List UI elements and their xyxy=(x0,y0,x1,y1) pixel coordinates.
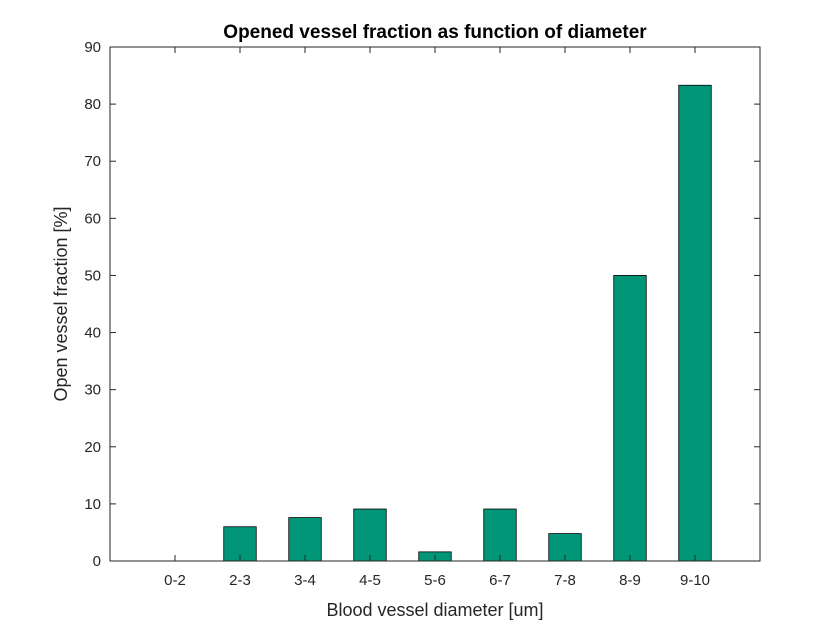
y-tick-label: 20 xyxy=(84,439,101,456)
x-tick-label: 2-3 xyxy=(229,572,251,589)
bar-8-9 xyxy=(613,275,647,562)
x-tick-label: 5-6 xyxy=(424,572,446,589)
x-axis-ticks: 0-2 2-3 3-4 4-5 5-6 6-7 7-8 8-9 9-10 xyxy=(164,47,710,589)
axes-box xyxy=(109,46,761,562)
y-axis-label: Open vessel fraction [%] xyxy=(51,206,71,401)
y-tick-label: 80 xyxy=(84,96,101,113)
x-tick-label: 4-5 xyxy=(359,572,381,589)
y-tick-label: 40 xyxy=(84,325,101,342)
y-tick-label: 70 xyxy=(84,153,101,170)
y-axis-ticks: 0 10 20 30 40 50 60 70 80 90 xyxy=(84,39,760,570)
x-axis-label: Blood vessel diameter [um] xyxy=(326,600,543,620)
y-tick-label: 0 xyxy=(93,553,101,570)
bar-9-10 xyxy=(678,84,712,562)
bar-3-4 xyxy=(288,517,322,562)
y-tick-label: 90 xyxy=(84,39,101,56)
plot-area: 0 10 20 30 40 50 60 70 80 90 0-2 2-3 3-4 4-5 5-6 6-7 7-… xyxy=(84,39,761,589)
y-tick-label: 60 xyxy=(84,210,101,227)
bar-4-5 xyxy=(353,508,387,562)
x-tick-label: 0-2 xyxy=(164,572,186,589)
y-tick-label: 50 xyxy=(84,267,101,284)
y-tick-label: 10 xyxy=(84,496,101,513)
y-tick-label: 30 xyxy=(84,382,101,399)
x-tick-label: 6-7 xyxy=(489,572,511,589)
x-tick-label: 3-4 xyxy=(294,572,316,589)
x-tick-label: 9-10 xyxy=(680,572,710,589)
chart-title: Opened vessel fraction as function of di… xyxy=(223,22,647,43)
bars-group xyxy=(223,84,712,562)
x-tick-label: 7-8 xyxy=(554,572,576,589)
x-tick-label: 8-9 xyxy=(619,572,641,589)
bar-6-7 xyxy=(483,508,517,562)
